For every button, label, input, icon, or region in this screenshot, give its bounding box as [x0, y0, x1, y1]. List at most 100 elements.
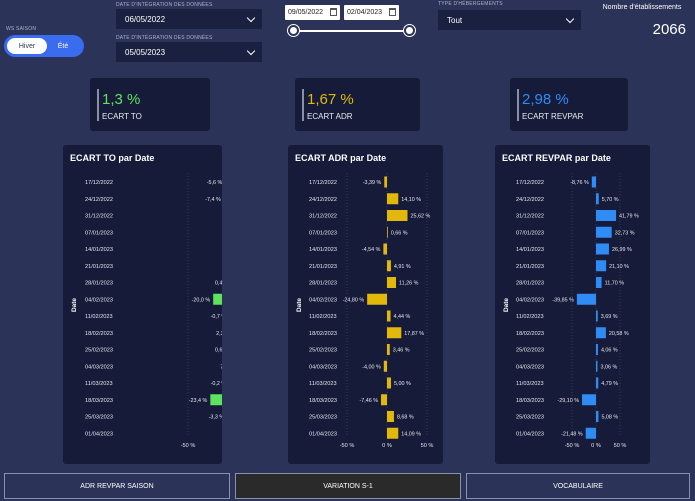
chart-title: ECART TO par Date	[70, 153, 155, 163]
category-label: 25/02/2023	[309, 348, 337, 354]
value-label: 5,00 %	[394, 381, 411, 387]
season-option-winter[interactable]: Hiver	[7, 38, 47, 54]
bar[interactable]	[387, 193, 399, 205]
category-label: 18/03/2023	[309, 398, 337, 404]
date-range-end-value: 02/04/2023	[347, 9, 383, 16]
bar[interactable]	[596, 344, 598, 355]
type-etab-select[interactable]: Tout	[438, 10, 581, 30]
kpi-label-ecart-adr: ECART ADR	[307, 112, 353, 121]
bar[interactable]	[582, 394, 596, 406]
bar[interactable]	[596, 260, 607, 272]
value-label: 3,46 %	[393, 348, 410, 354]
bar[interactable]	[591, 176, 596, 188]
category-label: 07/01/2023	[516, 230, 544, 236]
value-label: -3,39 %	[363, 180, 382, 186]
bar[interactable]	[596, 243, 609, 255]
bar[interactable]	[596, 210, 617, 221]
bar[interactable]	[596, 277, 602, 288]
bar[interactable]	[387, 260, 391, 272]
calendar-icon[interactable]	[330, 8, 337, 16]
bar[interactable]	[213, 293, 222, 305]
category-label: 11/02/2023	[516, 314, 544, 320]
category-label: 01/04/2023	[516, 431, 544, 437]
value-label: -20,0 %	[192, 297, 211, 303]
category-label: 25/02/2023	[516, 348, 544, 354]
category-label: 11/03/2023	[309, 381, 337, 387]
value-label: 21,10 %	[609, 264, 629, 270]
nav-button-adr-revpar-saison[interactable]: ADR REVPAR SAISON	[4, 473, 230, 499]
integration-date-label-1: date d'intégration des données	[116, 2, 213, 8]
bar[interactable]	[387, 277, 397, 288]
bar[interactable]	[383, 243, 387, 255]
value-label: 7,4 %	[220, 364, 222, 370]
value-label: 4,44 %	[394, 314, 411, 320]
date-range-slider-start-handle[interactable]	[288, 25, 299, 36]
value-label: 8,68 %	[397, 415, 414, 421]
bar[interactable]	[387, 327, 402, 339]
chart-ecart-adr: ECART ADR par Date 17/12/2022 -3,39 % 24/1…	[288, 145, 443, 464]
value-label: 11,70 %	[605, 281, 625, 287]
chevron-down-icon	[246, 46, 256, 56]
x-tick-label: 50 %	[421, 443, 434, 449]
category-label: 31/12/2022	[516, 214, 544, 220]
bar[interactable]	[596, 360, 598, 372]
integration-date-select-2[interactable]: 05/05/2023	[116, 42, 262, 62]
bar[interactable]	[596, 411, 599, 422]
bar[interactable]	[596, 310, 598, 322]
bar[interactable]	[596, 193, 599, 205]
nav-button-variation-s1[interactable]: VARIATION S-1	[235, 473, 461, 499]
category-label: 21/01/2023	[85, 264, 113, 270]
integration-date-select-1[interactable]: 06/05/2022	[116, 9, 262, 29]
nav-button-vocabulaire[interactable]: VOCABULAIRE	[466, 473, 690, 499]
value-label: 4,91 %	[394, 264, 411, 270]
bar[interactable]	[381, 394, 387, 406]
category-label: 28/01/2023	[309, 281, 337, 287]
bar[interactable]	[210, 394, 222, 406]
season-option-summer[interactable]: Été	[57, 42, 69, 50]
category-label: 14/01/2023	[516, 247, 544, 253]
bar[interactable]	[387, 210, 408, 221]
bar[interactable]	[596, 327, 606, 339]
category-label: 18/02/2023	[85, 331, 113, 337]
calendar-icon[interactable]	[389, 8, 396, 16]
category-label: 24/12/2022	[309, 197, 337, 203]
category-label: 24/12/2022	[516, 197, 544, 203]
bar[interactable]	[384, 176, 387, 188]
category-label: 04/02/2023	[85, 297, 113, 303]
kpi-card-ecart-to: 1,3 % ECART TO	[90, 78, 210, 131]
value-label: -8,76 %	[570, 180, 589, 186]
category-label: 14/01/2023	[309, 247, 337, 253]
value-label: -4,00 %	[362, 364, 381, 370]
y-axis-title: Date	[296, 298, 303, 312]
x-tick-label: -50 %	[565, 443, 580, 449]
bar[interactable]	[387, 344, 390, 355]
date-range-end-input[interactable]: 02/04/2023	[344, 5, 399, 20]
value-label: 32,73 %	[615, 230, 635, 236]
date-range-slider-end-handle[interactable]	[404, 25, 415, 36]
value-label: 25,62 %	[410, 214, 430, 220]
bar[interactable]	[387, 310, 391, 322]
value-label: 26,99 %	[612, 247, 632, 253]
category-label: 17/12/2022	[516, 180, 544, 186]
bar[interactable]	[367, 293, 387, 305]
integration-date-value-1: 06/05/2022	[125, 14, 166, 24]
date-range-start-input[interactable]: 09/05/2022	[285, 5, 340, 20]
bar[interactable]	[383, 360, 387, 372]
bar[interactable]	[387, 411, 394, 422]
bar[interactable]	[585, 427, 596, 439]
bar[interactable]	[387, 427, 399, 439]
category-label: 25/02/2023	[85, 348, 113, 354]
value-label: -4,54 %	[362, 247, 381, 253]
season-toggle[interactable]: Hiver Été	[4, 35, 84, 57]
bar[interactable]	[596, 226, 612, 238]
value-label: 14,10 %	[401, 197, 421, 203]
category-label: 18/03/2023	[85, 398, 113, 404]
bar[interactable]	[387, 226, 388, 238]
date-range-slider-track[interactable]	[292, 30, 410, 32]
bar[interactable]	[387, 377, 391, 389]
bar[interactable]	[576, 293, 596, 305]
category-label: 11/02/2023	[85, 314, 113, 320]
bar[interactable]	[596, 377, 599, 389]
value-label: 17,87 %	[404, 331, 424, 337]
value-label: -29,10 %	[557, 398, 579, 404]
